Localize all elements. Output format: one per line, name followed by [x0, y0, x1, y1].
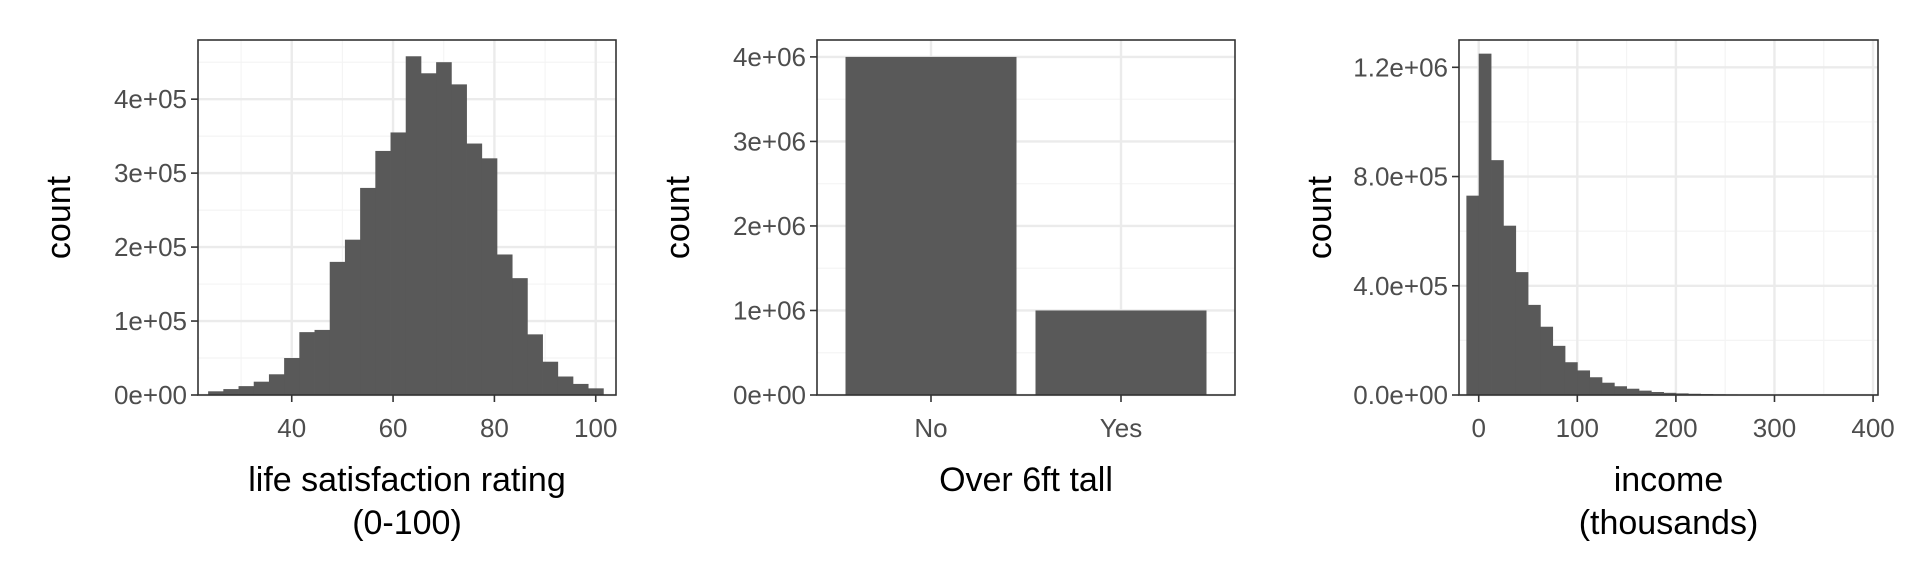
histogram-bar [1466, 195, 1480, 395]
y-tick-label: 1e+06 [733, 295, 806, 325]
bar [1035, 310, 1207, 395]
histogram-bar [223, 389, 239, 395]
histogram-bar [1552, 345, 1566, 395]
histogram-bar [512, 278, 528, 395]
x-tick-label: 40 [277, 413, 306, 443]
histogram-bar [1626, 388, 1640, 395]
x-tick-label: 300 [1753, 413, 1796, 443]
histogram-bar [390, 132, 407, 395]
panel-over-6ft-bar-chart: 0e+00 1e+06 2e+06 3e+06 4e+06 No Yes count Over … [659, 39, 1236, 499]
y-tick-label: 1e+05 [114, 306, 187, 336]
x-tick-label: 400 [1851, 413, 1894, 443]
histogram-bar [314, 329, 331, 395]
y-axis-title: count [40, 175, 78, 259]
histogram-bar [284, 358, 300, 395]
histogram-bar [405, 56, 422, 395]
histogram-bar [466, 143, 483, 395]
y-tick-label: 2e+06 [733, 211, 806, 241]
histogram-bar [542, 361, 559, 395]
y-tick-label: 4e+06 [733, 42, 806, 72]
x-axis-title: life satisfaction rating (0-100) [248, 461, 566, 542]
x-axis-title-line: (thousands) [1579, 504, 1759, 542]
y-tick-label: 3e+06 [733, 126, 806, 156]
histogram-bar [360, 187, 376, 395]
histogram-bar [253, 381, 270, 395]
bar [845, 56, 1017, 396]
histogram-bar [1675, 393, 1689, 395]
y-tick-label: 4.0e+05 [1353, 271, 1448, 301]
x-tick-label: Yes [1100, 413, 1142, 443]
histogram-bar [1491, 160, 1504, 395]
x-axis-title-line: life satisfaction rating [248, 461, 566, 499]
histogram-bar [1601, 382, 1615, 395]
x-axis-title: income (thousands) [1579, 461, 1759, 542]
histogram-bar [1638, 390, 1652, 395]
histogram-bar [1515, 272, 1529, 395]
histogram-bar [1503, 225, 1517, 395]
histogram-bar [557, 376, 574, 395]
x-tick-label: 100 [1556, 413, 1599, 443]
panel-border [816, 39, 1236, 396]
y-axis-title: count [659, 175, 697, 259]
y-tick-label: 8.0e+05 [1353, 162, 1448, 192]
y-tick-label: 0e+00 [114, 380, 187, 410]
x-tick-label: 200 [1654, 413, 1697, 443]
histogram-bar [268, 374, 285, 395]
histogram-bar [1577, 370, 1591, 395]
histogram-bar [375, 150, 391, 395]
x-tick-label: No [914, 413, 947, 443]
histogram-bar [481, 158, 498, 395]
x-tick-label: 80 [480, 413, 509, 443]
y-tick-label: 0.0e+00 [1353, 380, 1448, 410]
histogram-bar [1614, 386, 1627, 395]
y-tick-label: 2e+05 [114, 232, 187, 262]
histogram-bar [420, 73, 437, 395]
y-tick-label: 1.2e+06 [1353, 52, 1448, 82]
panel-border [197, 39, 617, 396]
panel-border [1458, 39, 1879, 396]
histogram-bar [1564, 362, 1578, 395]
x-tick-label: 60 [379, 413, 408, 443]
x-axis-title-line: (0-100) [352, 504, 462, 542]
x-axis-title: Over 6ft tall [939, 461, 1113, 499]
y-axis-title: count [1301, 175, 1339, 259]
panel-life-satisfaction-histogram: 0e+00 1e+05 2e+05 3e+05 4e+05 40 60 80 100 count l… [40, 39, 617, 542]
histogram-bar [238, 386, 255, 395]
histogram-bar [572, 383, 589, 395]
x-axis-title-line: Over 6ft tall [939, 461, 1113, 499]
histogram-bar [451, 84, 467, 395]
histogram-bar [496, 254, 513, 395]
histogram-bar [436, 62, 452, 395]
y-tick-label: 4e+05 [114, 84, 187, 114]
histogram-bar [1528, 304, 1541, 395]
x-tick-label: 100 [574, 413, 617, 443]
histogram-bar [208, 391, 224, 395]
y-tick-label: 0e+00 [733, 380, 806, 410]
x-axis-title-line: income [1614, 461, 1724, 499]
histogram-bar [299, 332, 315, 395]
histogram-bar [1589, 377, 1603, 395]
panel-income-histogram: 0.0e+00 4.0e+05 8.0e+05 1.2e+06 0 100 200 300 40… [1301, 39, 1895, 542]
histogram-bar [588, 388, 604, 395]
histogram-bar [1663, 392, 1677, 395]
histogram-bar [329, 261, 346, 395]
histogram-bar [344, 239, 361, 395]
y-tick-label: 3e+05 [114, 158, 187, 188]
histogram-bar [1651, 391, 1664, 395]
x-tick-label: 0 [1471, 413, 1485, 443]
histogram-bar [1540, 326, 1554, 395]
histogram-bar [527, 334, 543, 395]
histogram-bar [1478, 53, 1492, 396]
